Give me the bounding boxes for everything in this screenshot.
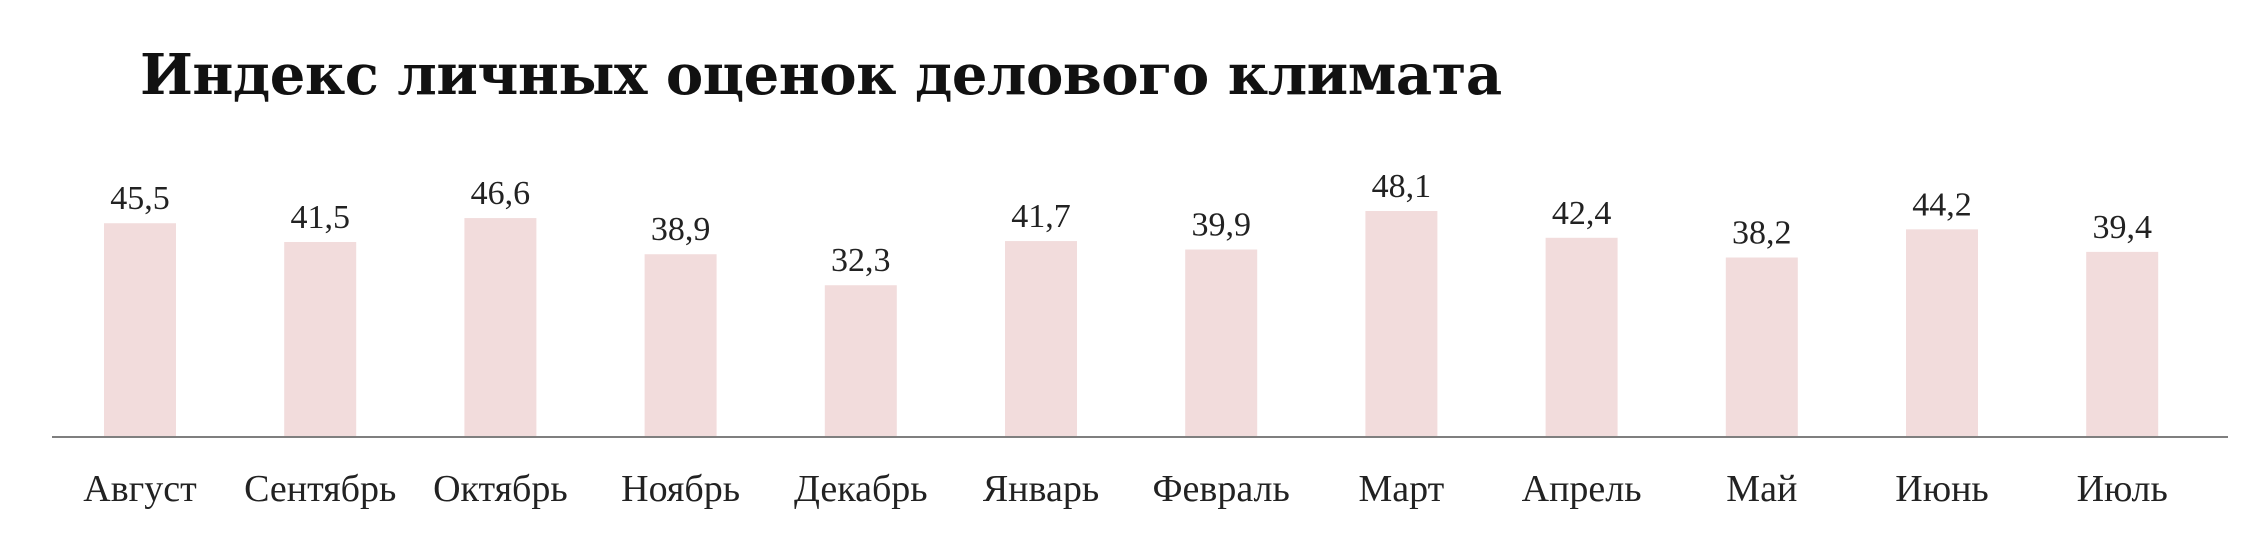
data-label: 48,1	[1372, 168, 1432, 205]
category-label: Октябрь	[433, 468, 568, 510]
bar	[1005, 241, 1077, 437]
category-labels-group: Август Сентябрь Октябрь Ноябрь Декабрь Январь…	[83, 468, 2168, 510]
bar	[1906, 229, 1978, 437]
category-label: Июль	[2077, 468, 2168, 510]
bar	[464, 218, 537, 437]
data-label: 41,5	[290, 199, 350, 236]
category-label: Август	[83, 468, 197, 510]
data-label: 42,4	[1552, 195, 1612, 232]
data-label: 32,3	[831, 242, 891, 279]
category-label: Июнь	[1895, 468, 1989, 510]
chart-title: Индекс личных оценок делового климата	[140, 42, 1502, 108]
bar	[1725, 257, 1798, 437]
category-label: Март	[1359, 468, 1445, 510]
bar	[2086, 251, 2159, 437]
bars-group	[104, 211, 2159, 437]
category-label: Февраль	[1153, 468, 1290, 510]
bar	[104, 223, 176, 437]
data-label: 46,6	[471, 175, 531, 212]
data-label: 39,9	[1191, 207, 1251, 244]
bar	[1545, 237, 1618, 437]
category-label: Сентябрь	[244, 468, 396, 510]
bar	[824, 285, 897, 437]
category-label: Май	[1726, 468, 1797, 510]
data-label: 38,2	[1732, 215, 1792, 252]
data-label: 45,5	[110, 180, 170, 217]
category-label: Апрель	[1522, 468, 1642, 510]
data-label: 44,2	[1912, 186, 1972, 223]
data-label: 38,9	[651, 211, 711, 248]
bar	[644, 254, 717, 437]
category-label: Январь	[983, 468, 1099, 510]
data-label: 39,4	[2092, 209, 2152, 246]
value-labels-group: 45,5 41,5 46,6 38,9 32,3 41,7 39,9 48,1 42,4 38,2…	[110, 168, 2152, 279]
bar	[1185, 249, 1258, 437]
bar	[1365, 211, 1438, 437]
data-label: 41,7	[1011, 198, 1071, 235]
category-label: Ноябрь	[621, 468, 740, 510]
category-label: Декабрь	[794, 468, 928, 510]
bar	[284, 242, 357, 437]
